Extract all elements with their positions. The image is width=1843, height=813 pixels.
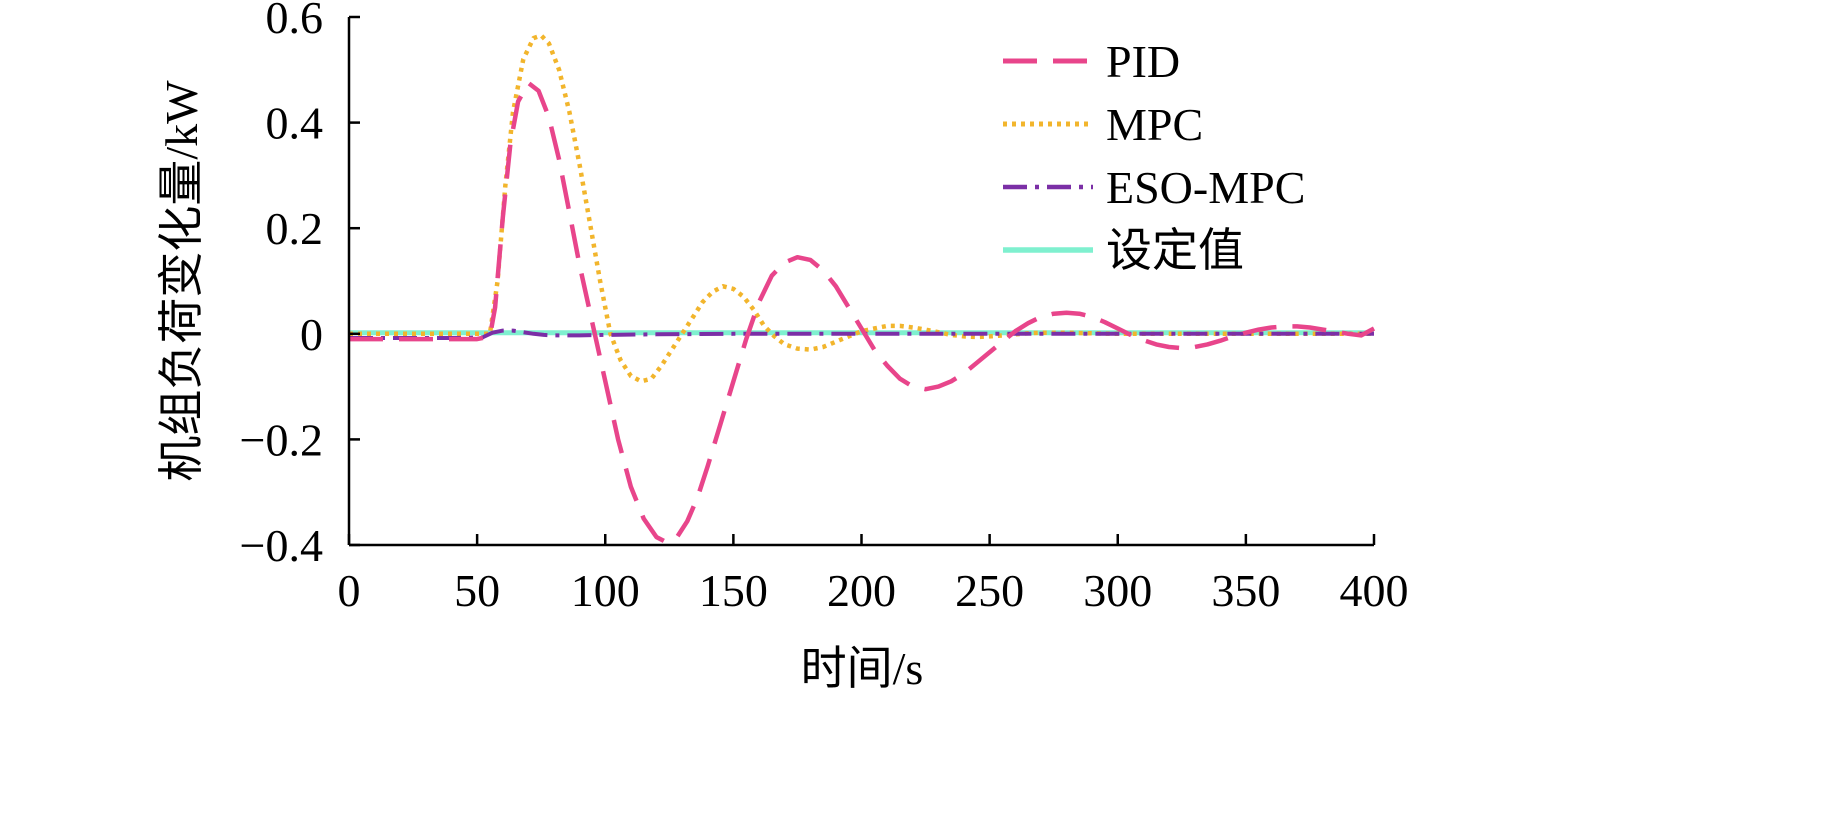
x-tick-label: 150 [699, 565, 768, 616]
y-axis-label: 机组负荷变化量/kW [156, 80, 207, 482]
y-tick-label: −0.2 [240, 414, 323, 465]
y-tick-label: 0.6 [266, 0, 324, 43]
x-tick-label: 300 [1083, 565, 1152, 616]
x-tick-label: 350 [1211, 565, 1280, 616]
y-tick-label: 0.4 [266, 98, 324, 149]
y-tick-label: 0 [300, 309, 323, 360]
x-tick-label: 250 [955, 565, 1024, 616]
legend-label: ESO-MPC [1106, 162, 1305, 213]
axes [347, 17, 1374, 547]
legend-label: PID [1106, 36, 1180, 87]
x-axis-label: 时间/s [801, 643, 924, 694]
legend-label: 设定值 [1106, 225, 1244, 276]
series-line-PID [349, 80, 1376, 545]
x-tick-label: 400 [1340, 565, 1409, 616]
legend: PID MPC ESO-MPC 设定值 [1003, 36, 1305, 276]
x-tick-label: 50 [454, 565, 500, 616]
y-tick-label: −0.4 [240, 520, 323, 571]
series-layer [349, 33, 1376, 545]
ticks: 0 50 100 150 200 250 300 350 400 −0.4 −0.2 0 0.2 0.4 0… [240, 0, 1409, 616]
x-tick-label: 200 [827, 565, 896, 616]
y-tick-label: 0.2 [266, 203, 324, 254]
series-line-ESO-MPC [349, 328, 1374, 340]
series-line-MPC [349, 33, 1374, 384]
legend-label: MPC [1106, 99, 1203, 150]
x-tick-label: 0 [338, 565, 361, 616]
x-tick-label: 100 [571, 565, 640, 616]
